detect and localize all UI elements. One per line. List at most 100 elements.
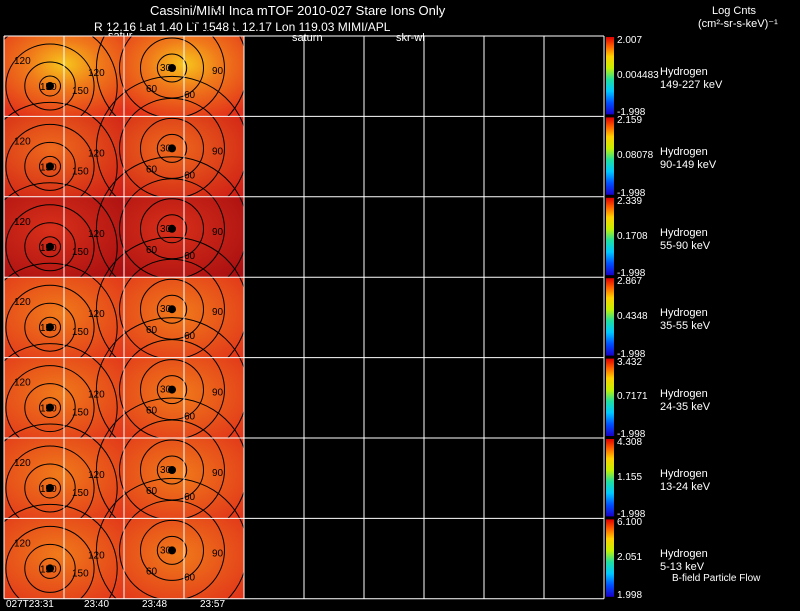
contour-label: 60 [184,90,196,101]
contour-label: 150 [40,162,57,173]
colorbar-min: -1.998 [617,187,646,199]
contour-label: 150 [72,408,89,419]
contour-label: 150 [72,86,89,97]
contour-label: 150 [40,564,57,575]
contour-label: 120 [14,136,31,147]
colorbar-mid: 2.051 [617,552,643,564]
contour-label: 90 [212,548,224,559]
contour-label: 30 [160,143,172,154]
time-tick-3: 23:57 [200,599,226,610]
contour-label: 60 [184,572,196,583]
time-tick-0: 027T23:31 [6,599,54,610]
contour-label: 90 [212,468,224,479]
contour-label: 150 [72,568,89,579]
contour-label: 90 [212,146,224,157]
overlay-label-saturn: saturn [292,32,323,44]
contour-label: 30 [160,63,172,74]
contour-label: 60 [146,164,158,175]
colorbar [606,117,614,195]
colorbar-max: 2.339 [617,195,643,207]
colorbar-mid: 1.155 [617,471,643,483]
contour-label: 90 [212,66,224,77]
units-label: Log Cnts [712,5,757,17]
colorbar [606,197,614,276]
colorbar-mid: 0.08078 [617,150,654,162]
colorbar-max: 4.308 [617,437,643,448]
colorbar-min: -1.998 [617,107,646,119]
colorbar-min: -1.998 [617,429,646,440]
contour-label: 60 [184,170,196,181]
species-label: Hydrogen [660,226,708,239]
energy-label: 13-24 keV [660,481,711,493]
species-label: Hydrogen [660,548,708,561]
contour-label: 60 [146,245,158,256]
colorbar [606,278,614,356]
contour-label: 60 [146,566,158,577]
contour-label: 30 [160,545,172,556]
contour-label: 120 [14,458,31,469]
colorbar-mid: 0.004483 [617,69,659,81]
energy-label: 5-13 keV [660,561,705,574]
contour-label: 30 [160,224,172,235]
contour-label: 90 [212,307,224,318]
contour-label: 120 [14,56,31,67]
contour-label: 60 [184,412,196,423]
plot-title: Cassini/MIMI Inca mTOF 2010-027 Stare Io… [150,3,446,18]
colorbar-min: -1.998 [617,268,646,280]
contour-label: 30 [160,465,172,476]
contour-label: 150 [72,327,89,338]
colorbar-max: 2.867 [617,276,643,288]
colorbar-max: 3.432 [617,356,643,368]
colorbar-max: 2.159 [617,115,643,127]
time-tick-2: 23:48 [142,599,168,610]
contour-label: 150 [40,82,57,93]
contour-label: 120 [14,217,31,228]
contour-label: 60 [146,325,158,336]
colorbar [606,37,614,115]
contour-label: 30 [160,304,172,315]
species-label: Hydrogen [660,146,708,159]
colorbar-min: -1.998 [617,509,646,521]
contour-label: 120 [14,538,31,549]
energy-label: 90-149 keV [660,159,717,172]
overlay-label-skr: skr-wl [396,32,425,44]
contour-label: 60 [146,84,158,95]
contour-label: 150 [72,488,89,499]
contour-label: 60 [146,406,158,417]
orbit-info: R 12.16 Lat 1.40 LT 1548 L 12.17 Lon 119… [94,20,391,34]
contour-label: 150 [40,323,57,334]
contour-label: 150 [40,404,57,415]
colorbar-mid: 0.4348 [617,310,648,322]
contour-label: 90 [212,227,224,238]
contour-label: 90 [212,388,224,399]
species-label: Hydrogen [660,66,708,78]
colorbar-min: -1.998 [617,348,646,360]
contour-label: 120 [14,297,31,308]
colorbar [606,358,614,436]
contour-label: 60 [184,492,196,503]
contour-label: 60 [184,331,196,342]
colorbar-mid: 0.7171 [617,391,648,403]
contour-label: 60 [184,251,196,262]
time-tick-1: 23:40 [84,599,110,610]
colorbar [606,439,614,517]
colorbar-min: 1.998 [617,589,643,601]
contour-label: 30 [160,385,172,396]
colorbar-max: 6.100 [617,517,643,529]
contour-label: 60 [146,486,158,497]
energy-label: 35-55 keV [660,320,711,333]
energy-label: 149-227 keV [660,79,723,91]
energy-label: 55-90 keV [660,239,711,252]
contour-label: 150 [72,247,89,258]
contour-label: 150 [40,243,57,254]
contour-label: 120 [14,378,31,389]
species-label: Hydrogen [660,387,708,400]
species-label: Hydrogen [660,468,708,480]
contour-label: 150 [72,166,89,177]
species-label: Hydrogen [660,307,708,320]
energy-label: 24-35 keV [660,400,711,413]
units-expression: (cm²-sr-s-keV)⁻¹ [698,18,778,30]
contour-label: 150 [40,484,57,495]
